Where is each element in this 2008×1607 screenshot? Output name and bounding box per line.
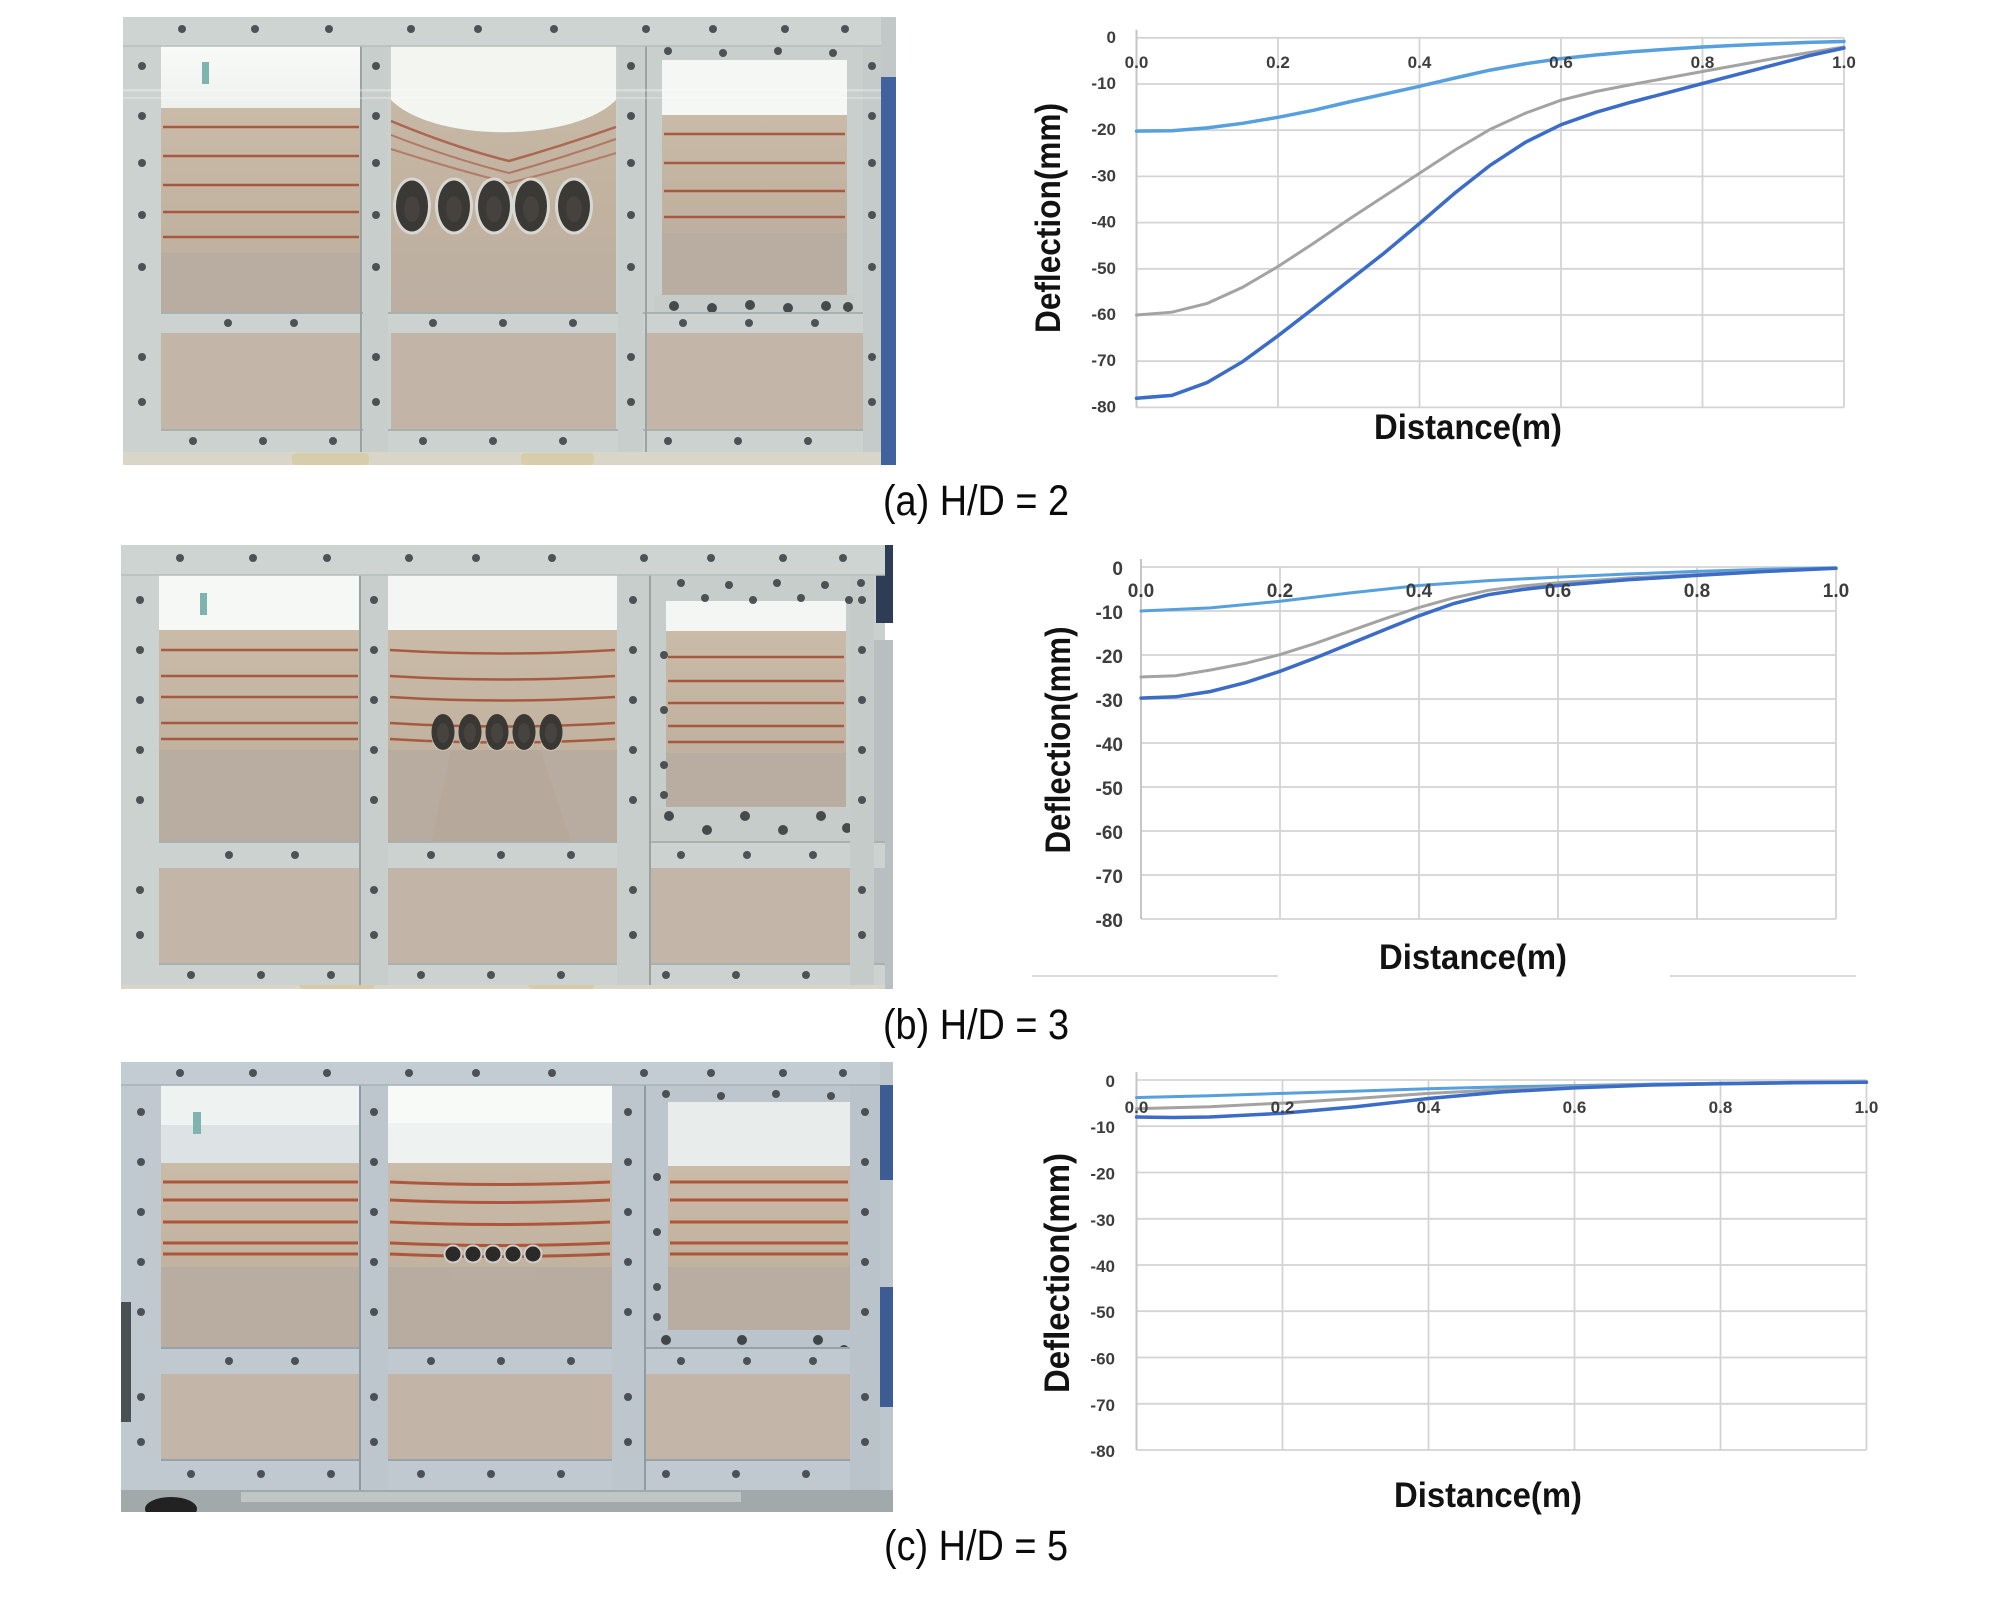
svg-text:0: 0 [1106, 1072, 1115, 1091]
svg-text:-10: -10 [1090, 1118, 1115, 1137]
svg-text:-30: -30 [1096, 691, 1123, 712]
svg-text:-30: -30 [1090, 1211, 1115, 1230]
svg-text:0.6: 0.6 [1563, 1098, 1587, 1117]
svg-text:1.0: 1.0 [1832, 53, 1856, 72]
svg-text:-50: -50 [1096, 779, 1123, 800]
svg-text:-70: -70 [1096, 867, 1123, 888]
svg-text:0.6: 0.6 [1549, 53, 1573, 72]
svg-text:-50: -50 [1090, 1303, 1115, 1322]
svg-text:Deflection(mm): Deflection(mm) [1029, 103, 1068, 333]
svg-text:-70: -70 [1091, 351, 1116, 370]
svg-text:-80: -80 [1096, 911, 1123, 932]
svg-text:-60: -60 [1090, 1350, 1115, 1369]
svg-text:1.0: 1.0 [1823, 581, 1849, 602]
svg-text:-20: -20 [1091, 120, 1116, 139]
svg-text:-70: -70 [1090, 1396, 1115, 1415]
svg-text:-80: -80 [1090, 1442, 1115, 1461]
svg-text:0.2: 0.2 [1267, 581, 1293, 602]
svg-text:-60: -60 [1091, 305, 1116, 324]
svg-text:0.8: 0.8 [1709, 1098, 1733, 1117]
svg-text:-40: -40 [1090, 1257, 1115, 1276]
svg-text:-10: -10 [1091, 74, 1116, 93]
svg-text:Distance(m): Distance(m) [1394, 1476, 1582, 1515]
svg-text:-40: -40 [1091, 213, 1116, 232]
svg-text:Deflection(mm): Deflection(mm) [1038, 1153, 1077, 1393]
svg-text:Deflection(mm): Deflection(mm) [1039, 627, 1078, 854]
svg-text:-10: -10 [1096, 603, 1123, 624]
svg-text:0.0: 0.0 [1125, 1098, 1149, 1117]
svg-text:0.4: 0.4 [1417, 1098, 1441, 1117]
svg-text:0.4: 0.4 [1406, 581, 1433, 602]
svg-text:-40: -40 [1096, 735, 1123, 756]
svg-text:0.8: 0.8 [1691, 53, 1715, 72]
svg-text:Distance(m): Distance(m) [1374, 408, 1562, 447]
svg-text:0.2: 0.2 [1271, 1098, 1295, 1117]
svg-text:0.8: 0.8 [1684, 581, 1710, 602]
svg-text:0.2: 0.2 [1266, 53, 1290, 72]
svg-text:0.6: 0.6 [1545, 581, 1571, 602]
svg-text:-20: -20 [1090, 1165, 1115, 1184]
svg-text:-50: -50 [1091, 259, 1116, 278]
svg-text:1.0: 1.0 [1855, 1098, 1879, 1117]
svg-text:0.0: 0.0 [1128, 581, 1154, 602]
svg-text:0.0: 0.0 [1125, 53, 1149, 72]
svg-text:-80: -80 [1091, 397, 1116, 416]
svg-text:Distance(m): Distance(m) [1379, 938, 1567, 977]
svg-text:-20: -20 [1096, 647, 1123, 668]
svg-text:0.4: 0.4 [1408, 53, 1432, 72]
svg-text:-30: -30 [1091, 166, 1116, 185]
svg-text:0: 0 [1112, 559, 1123, 580]
svg-text:-60: -60 [1096, 823, 1123, 844]
svg-text:0: 0 [1107, 28, 1116, 47]
